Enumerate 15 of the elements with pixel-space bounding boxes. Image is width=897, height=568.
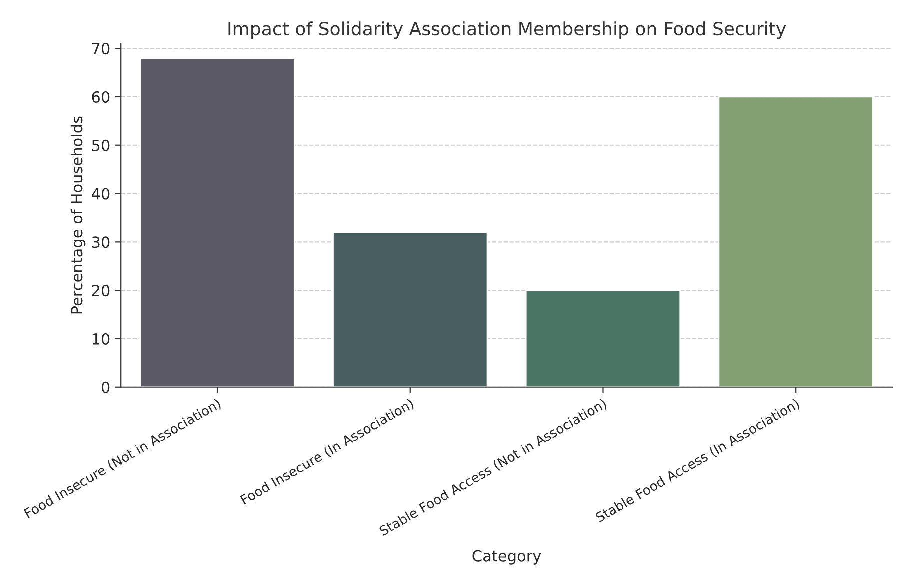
y-tick-label: 20 — [92, 285, 110, 297]
y-tick-label: 50 — [92, 140, 110, 152]
bar — [332, 232, 488, 388]
bar — [140, 58, 296, 388]
y-tick-label: 60 — [92, 91, 110, 103]
y-tick-label: 10 — [92, 333, 110, 345]
chart-title: Impact of Solidarity Association Membership on Food Security — [228, 22, 786, 40]
y-tick-label: 70 — [92, 43, 110, 55]
bar — [718, 96, 874, 388]
bar — [525, 290, 682, 388]
y-tick-label: 30 — [92, 236, 110, 248]
y-tick-label: 0 — [102, 382, 110, 394]
y-axis-title: Percentage of Households — [70, 116, 86, 314]
x-axis-title: Category — [472, 550, 542, 565]
y-tick-label: 40 — [92, 188, 110, 200]
